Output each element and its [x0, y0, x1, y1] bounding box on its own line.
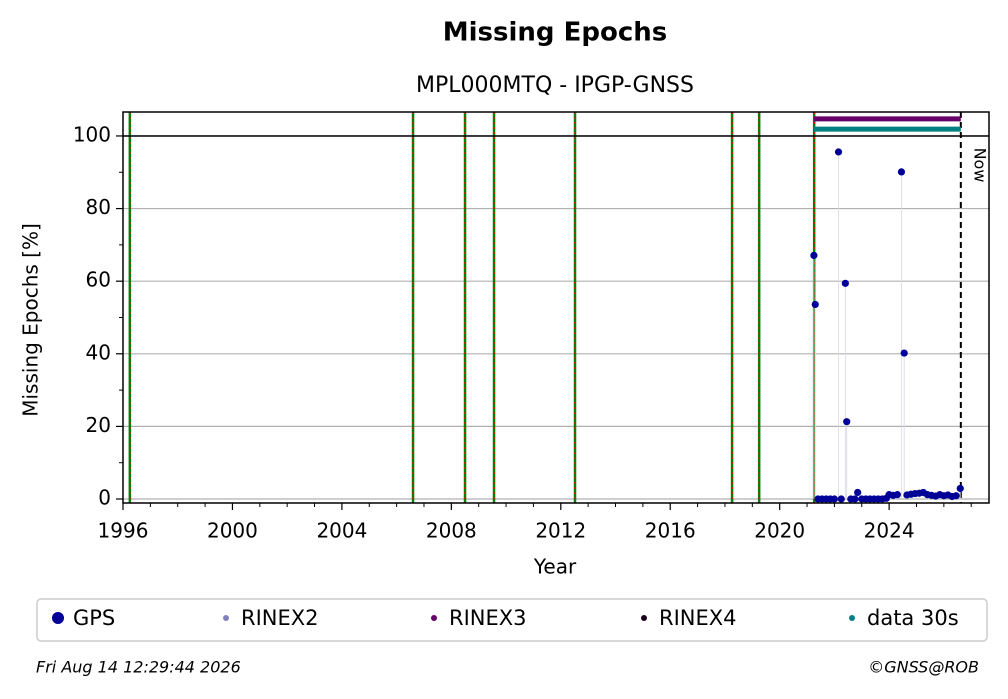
data-point — [854, 488, 862, 497]
y-tick-label: 60 — [86, 268, 111, 292]
y-tick-label: 80 — [86, 195, 111, 219]
legend-marker — [849, 615, 855, 621]
y-tick-label: 0 — [98, 486, 111, 510]
data-point — [843, 418, 851, 426]
data-point — [811, 300, 819, 309]
data-point — [956, 484, 964, 493]
y-tick-label: 100 — [73, 122, 111, 146]
legend-label: GPS — [73, 606, 115, 630]
data-point — [810, 251, 818, 260]
x-tick-label: 2000 — [207, 519, 258, 543]
data-point — [841, 279, 849, 287]
chart-subtitle: MPL000MTQ - IPGP-GNSS — [416, 73, 694, 98]
y-tick-label: 40 — [86, 340, 111, 364]
data-point — [900, 349, 908, 357]
legend-label: data 30s — [867, 606, 959, 630]
data-point — [897, 168, 906, 176]
x-axis-label: Year — [533, 555, 577, 579]
x-tick-label: 2004 — [316, 519, 367, 543]
data-point — [834, 148, 843, 156]
y-tick-label: 20 — [86, 413, 111, 437]
y-axis-label: Missing Epochs [%] — [19, 223, 43, 417]
legend-marker — [223, 615, 229, 621]
data-point — [830, 495, 839, 503]
legend-marker — [431, 615, 437, 621]
legend-label: RINEX4 — [659, 606, 737, 630]
chart-title: Missing Epochs — [443, 18, 667, 48]
data-point — [851, 495, 859, 503]
x-tick-label: 2016 — [645, 519, 696, 543]
timestamp: Fri Aug 14 12:29:44 2026 — [36, 658, 241, 677]
plot-frame — [122, 111, 990, 504]
plot-area — [123, 112, 989, 503]
legend-label: RINEX3 — [449, 606, 527, 630]
x-tick-label: 1996 — [98, 519, 149, 543]
x-tick-label: 2024 — [864, 519, 915, 543]
legend-marker — [52, 612, 64, 624]
x-tick-label: 2020 — [754, 519, 805, 543]
legend-marker — [641, 615, 647, 621]
data-point — [893, 491, 901, 499]
legend-label: RINEX2 — [241, 606, 319, 630]
data-point — [837, 495, 845, 503]
x-tick-label: 2012 — [535, 519, 586, 543]
x-tick-label: 2008 — [426, 519, 477, 543]
data-point — [952, 492, 960, 500]
credit: ©GNSS@ROB — [868, 658, 979, 677]
legend-box — [36, 598, 988, 642]
now-label: Now — [970, 148, 989, 183]
